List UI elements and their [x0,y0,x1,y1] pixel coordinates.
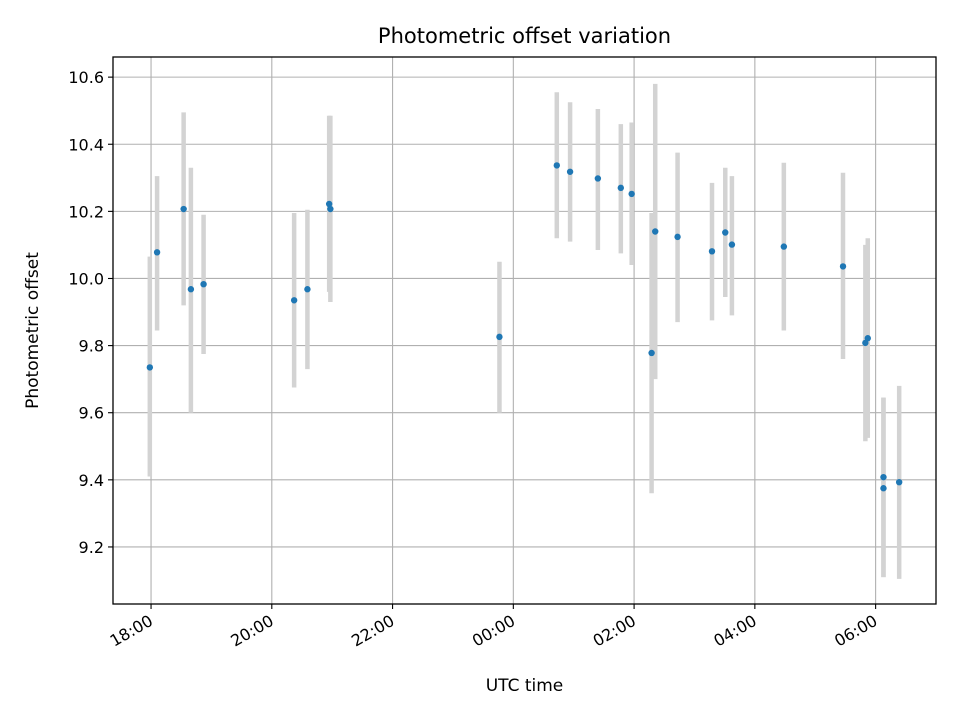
data-point [652,228,659,235]
data-point [728,241,736,248]
data-point [327,205,334,213]
y-tick-label: 9.6 [79,404,104,423]
data-points [146,162,903,492]
data-point [553,162,561,169]
data-point [617,184,625,192]
data-point [304,286,311,293]
data-point [290,297,298,304]
data-point [862,339,869,347]
data-point [187,286,195,293]
data-point [864,335,871,342]
data-point [839,263,847,270]
data-point [566,168,574,175]
y-tick-label: 10.6 [68,68,104,87]
data-point [780,243,788,250]
y-tick-label: 9.2 [79,538,104,557]
y-axis-label: Photometric offset [23,252,43,409]
data-point [325,200,333,208]
y-tick-label: 10.4 [68,135,104,154]
data-point [648,349,655,357]
data-point [895,478,903,486]
data-point [880,473,887,481]
data-point [200,280,207,288]
y-tick-label: 9.4 [79,471,104,490]
chart-title: Photometric offset variation [378,24,671,48]
data-point [594,175,602,182]
x-axis-label: UTC time [486,676,564,696]
data-point [628,190,635,198]
plot-frame [112,56,937,605]
data-point [674,233,681,241]
data-point [880,485,887,492]
y-tick-label: 9.8 [79,337,104,356]
data-point [496,333,503,341]
grid [113,57,936,604]
data-point [722,229,729,236]
data-point [708,248,716,255]
data-point [146,364,154,371]
y-tick-label: 10.2 [68,202,104,221]
y-tick-label: 10.0 [68,269,104,288]
data-point [180,205,187,213]
data-point [153,249,161,256]
